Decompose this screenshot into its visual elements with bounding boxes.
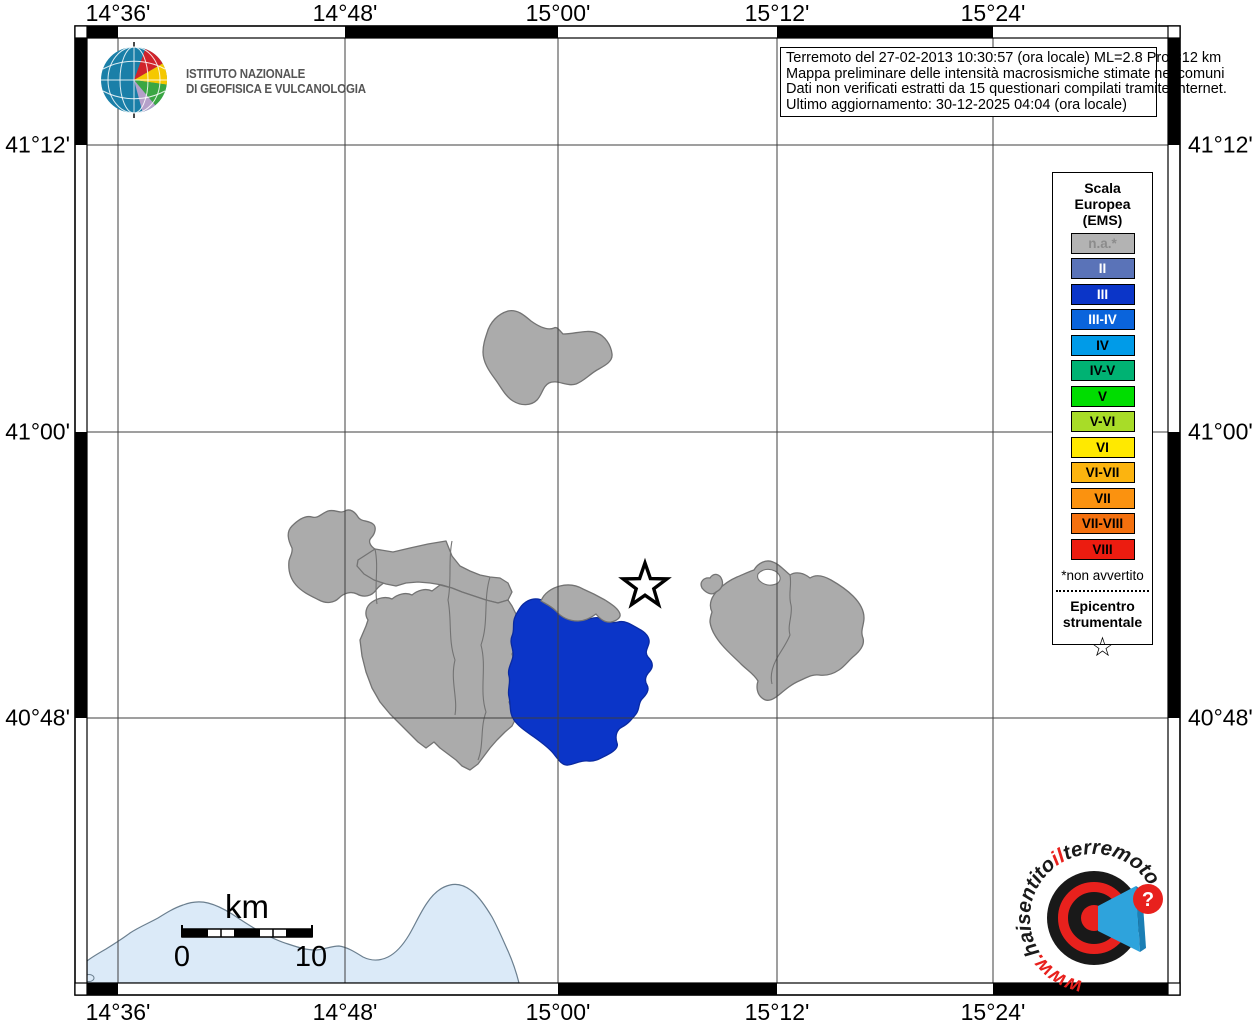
legend-intensity-ii: II — [1070, 258, 1135, 279]
legend-title-line1: Scala — [1084, 180, 1121, 196]
sea-region — [87, 883, 520, 983]
ingv-wordmark: ISTITUTO NAZIONALE DI GEOFISICA E VULCAN… — [186, 67, 366, 97]
legend-divider — [1056, 589, 1149, 592]
legend-intensity-vii: VII — [1070, 487, 1135, 509]
legend-intensity-iv-v: IV-V — [1070, 360, 1135, 381]
municipality-polygon-north — [482, 309, 613, 406]
municipality-polygon-east-arm — [700, 573, 724, 595]
axis-label-left-4048: 40°48' — [5, 704, 70, 731]
legend-title-line2: Europea — [1074, 196, 1131, 212]
municipality-east-divider — [770, 574, 792, 685]
axis-label-bottom-1500: 15°00' — [525, 999, 591, 1025]
axis-label-top-1500: 15°00' — [525, 0, 591, 26]
scalebar-end-label: 10 — [294, 941, 328, 973]
axis-label-right-4112: 41°12' — [1188, 131, 1253, 158]
ingv-globe-icon — [101, 42, 168, 118]
question-mark: ? — [1142, 889, 1154, 911]
megaphone-icon — [1098, 886, 1140, 952]
ems-legend: Scala Europea (EMS) n.a.* II III III-IV … — [1052, 172, 1153, 662]
municipality-polygon-south — [359, 584, 519, 771]
info-line-event: Terremoto del 27-02-2013 10:30:57 (ora l… — [786, 50, 1222, 66]
axis-label-top-1524: 15°24' — [960, 0, 1026, 26]
legend-intensity-iii: III — [1070, 283, 1135, 305]
legend-title-line3: (EMS) — [1082, 212, 1123, 228]
legend-intensity-iii-iv: III-IV — [1070, 309, 1135, 330]
legend-intensity-viii: VIII — [1070, 538, 1135, 560]
legend-intensity-na: n.a.* — [1070, 232, 1135, 254]
axis-label-top-1436: 14°36' — [85, 0, 151, 26]
info-line-map: Mappa preliminare delle intensità macros… — [786, 65, 1225, 82]
scalebar-start-label: 0 — [173, 941, 191, 973]
municipality-polygon-east — [709, 560, 865, 701]
map-frame — [74, 25, 1181, 996]
municipality-polygon-felt-III — [507, 598, 653, 766]
axis-label-left-4100: 41°00' — [5, 418, 70, 445]
legend-intensity-vii-viii: VII-VIII — [1070, 513, 1135, 534]
municipality-east-hole — [757, 568, 781, 586]
earthquake-info-box: Terremoto del 27-02-2013 10:30:57 (ora l… — [780, 47, 1227, 118]
legend-intensity-vi-vii: VI-VII — [1070, 462, 1135, 483]
epicenter-star-icon: ☆ — [1090, 631, 1115, 663]
epicenter-star-marker — [618, 557, 672, 609]
axis-label-right-4100: 41°00' — [1188, 418, 1253, 445]
legend-intensity-vi: VI — [1070, 436, 1135, 458]
info-line-data: Dati non verificati estratti da 15 quest… — [786, 81, 1227, 98]
municipality-inner-borders — [374, 540, 491, 761]
legend-intensity-v-vi: V-VI — [1070, 411, 1135, 432]
axis-label-top-1448: 14°48' — [312, 0, 378, 26]
legend-intensity-v: V — [1070, 385, 1135, 407]
legend-epicenter-line1: Epicentro — [1070, 597, 1135, 614]
legend-epicenter-line2: strumentale — [1062, 613, 1143, 630]
axis-label-bottom-1448: 14°48' — [312, 999, 378, 1025]
legend-intensity-iv: IV — [1070, 334, 1135, 356]
axis-label-bottom-1436: 14°36' — [85, 999, 151, 1025]
ingv-name-line2: DI GEOFISICA E VULCANOLOGIA — [186, 82, 366, 96]
axis-label-bottom-1524: 15°24' — [960, 999, 1026, 1025]
islet — [87, 974, 95, 982]
scalebar-unit-label: km — [225, 888, 269, 925]
info-line-update: Ultimo aggiornamento: 30-12-2025 04:04 (… — [786, 96, 1127, 113]
graticule — [87, 38, 1168, 983]
municipality-polygon-cap — [540, 584, 621, 623]
axis-label-bottom-1512: 15°12' — [744, 999, 810, 1025]
axis-label-top-1512: 15°12' — [744, 0, 810, 26]
axis-label-left-4112: 41°12' — [5, 131, 70, 158]
legend-footnote: *non avvertito — [1061, 567, 1144, 583]
scale-bar — [181, 925, 313, 938]
question-badge — [1133, 884, 1163, 914]
axis-label-right-4048: 40°48' — [1188, 704, 1253, 731]
ingv-name-line1: ISTITUTO NAZIONALE — [186, 67, 306, 81]
ingv-logo: ISTITUTO NAZIONALE DI GEOFISICA E VULCAN… — [96, 44, 382, 120]
